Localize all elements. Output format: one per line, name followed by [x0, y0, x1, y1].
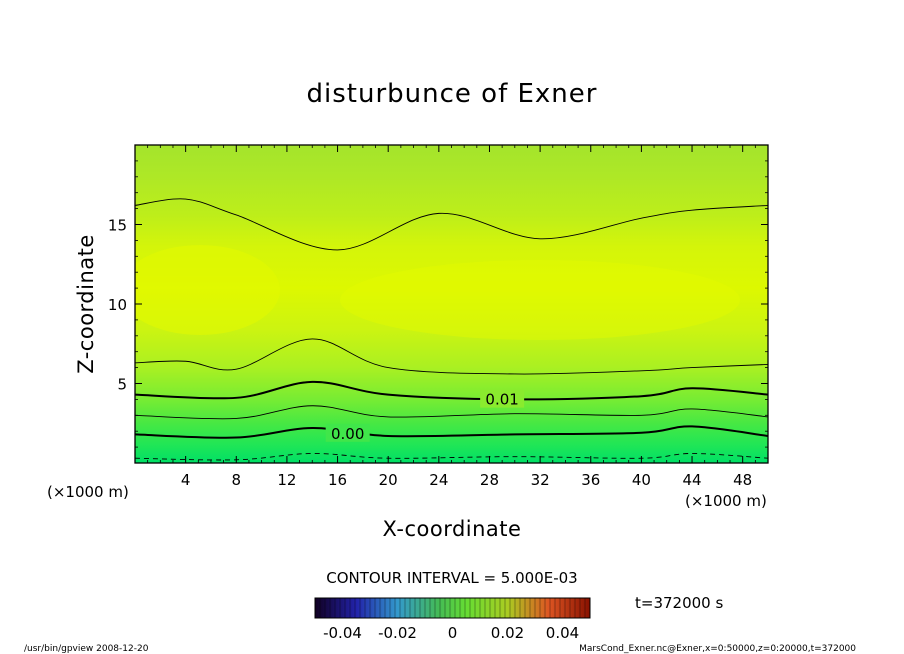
- field-highlight-right: [340, 260, 740, 340]
- colorbar-fill: [315, 598, 590, 618]
- x-tick-label-0: 4: [181, 471, 191, 489]
- contour-label-bg-1: [325, 423, 370, 442]
- colorbar-tick-label-1: -0.02: [378, 624, 417, 642]
- field-highlight-left: [135, 245, 280, 335]
- colorbar-stripes: [314, 598, 586, 618]
- y-tick-label-0: 5: [117, 376, 127, 394]
- x-tick-label-9: 40: [632, 471, 651, 489]
- contour-line-3: [135, 380, 768, 401]
- colorbar-tick-label-0: -0.04: [323, 624, 362, 642]
- colorbar-tick-label-3: 0.02: [491, 624, 524, 642]
- x-tick-label-3: 16: [328, 471, 347, 489]
- footer-right: MarsCond_Exner.nc@Exner,x=0:50000,z=0:20…: [579, 644, 856, 654]
- contour-label-1: 0.00: [331, 425, 364, 443]
- x-unit-right: (×1000 m): [685, 492, 767, 510]
- contour-line-4: [135, 338, 768, 375]
- contour-line-2: [135, 405, 768, 420]
- y-axis: 5 10 15: [108, 160, 768, 448]
- chart-title: disturbunce of Exner: [307, 79, 598, 109]
- colorbar-ticks: -0.04 -0.02 0 0.02 0.04: [323, 624, 579, 642]
- time-label: t=372000 s: [635, 594, 723, 612]
- contour-interval-label: CONTOUR INTERVAL = 5.000E-03: [326, 569, 577, 587]
- plot-area: 0.00 0.01: [135, 145, 768, 463]
- x-tick-label-4: 20: [379, 471, 398, 489]
- x-tick-label-5: 24: [429, 471, 448, 489]
- contour-line-5: [135, 198, 768, 251]
- colorbar-tick-label-2: 0: [448, 624, 458, 642]
- contour-label-3: 0.01: [485, 391, 518, 409]
- x-tick-label-11: 48: [733, 471, 752, 489]
- colorbar-tick-label-4: 0.04: [546, 624, 579, 642]
- y-axis-label: Z-coordinate: [74, 234, 98, 374]
- x-tick-label-1: 8: [232, 471, 242, 489]
- x-tick-label-2: 12: [277, 471, 296, 489]
- y-tick-label-2: 15: [108, 217, 127, 235]
- colorbar-frame: [314, 597, 591, 619]
- x-tick-label-7: 32: [531, 471, 550, 489]
- x-unit-left: (×1000 m): [47, 483, 129, 501]
- x-axis-label: X-coordinate: [383, 517, 522, 541]
- contour-line-1: [135, 425, 768, 439]
- colorbar: -0.04 -0.02 0 0.02 0.04: [314, 597, 591, 642]
- x-tick-label-10: 44: [682, 471, 701, 489]
- y-tick-label-1: 10: [108, 296, 127, 314]
- x-axis: 4 8 12 16 20 24 28 32 36 40 44 48: [147, 145, 756, 489]
- x-tick-label-8: 36: [581, 471, 600, 489]
- contour-label-bg-3: [480, 389, 525, 408]
- footer-left: /usr/bin/gpview 2008-12-20: [24, 644, 149, 654]
- x-tick-label-6: 28: [480, 471, 499, 489]
